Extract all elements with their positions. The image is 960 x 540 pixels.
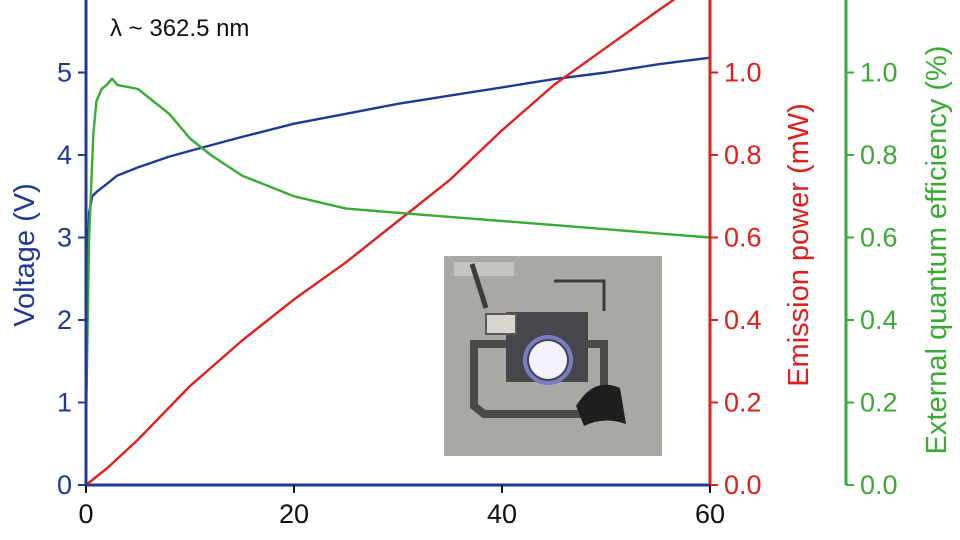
inset-defect	[576, 384, 626, 426]
x-tick-label: 40	[487, 499, 517, 529]
wavelength-annotation: λ ~ 362.5 nm	[110, 15, 249, 42]
right2-tick-label: 0.0	[860, 470, 898, 500]
left-tick-label: 2	[57, 305, 72, 335]
inset-emission-spot	[529, 341, 567, 379]
series-layer	[84, 0, 711, 486]
inset-bond-pad	[485, 313, 517, 335]
right2-tick-label: 0.4	[860, 305, 898, 335]
device-photo-inset	[444, 256, 662, 456]
right1-tick-label: 1.0	[724, 58, 762, 88]
left-tick-label: 1	[57, 388, 72, 418]
right2-axis-title: External quantum efficiency (%)	[921, 46, 953, 455]
left-tick-label: 0	[57, 470, 72, 500]
right2-tick-label: 0.8	[860, 140, 898, 170]
right1-tick-label: 0.2	[724, 388, 762, 418]
series-line-right1	[85, 0, 676, 486]
inset-probe-wire	[469, 263, 489, 309]
axes-layer: 0 20 40 60 0 1 2 3 4 5 Voltage (V) 0.0 0.2 0.4 0.6 0.8 1…	[9, 0, 953, 529]
right1-axis-title: Emission power (mW)	[783, 103, 815, 387]
right2-tick-label: 0.6	[860, 223, 898, 253]
left-tick-label: 4	[57, 140, 72, 170]
x-tick-label: 20	[279, 499, 309, 529]
inset-emission-glow	[523, 335, 573, 385]
right2-tick-label: 1.0	[860, 58, 898, 88]
right1-tick-label: 0.0	[724, 470, 762, 500]
x-tick-label: 0	[78, 499, 93, 529]
right1-tick-label: 0.8	[724, 140, 762, 170]
right2-tick-label: 0.2	[860, 388, 898, 418]
left-tick-label: 3	[57, 223, 72, 253]
x-tick-label: 60	[695, 499, 725, 529]
right1-tick-label: 0.4	[724, 305, 762, 335]
left-axis-title: Voltage (V)	[9, 183, 41, 326]
inset-trace	[554, 279, 606, 311]
series-line-right2	[84, 77, 711, 424]
right1-tick-label: 0.6	[724, 223, 762, 253]
left-tick-label: 5	[57, 58, 72, 88]
inset-highlight	[454, 262, 514, 276]
series-line-left	[84, 56, 711, 428]
